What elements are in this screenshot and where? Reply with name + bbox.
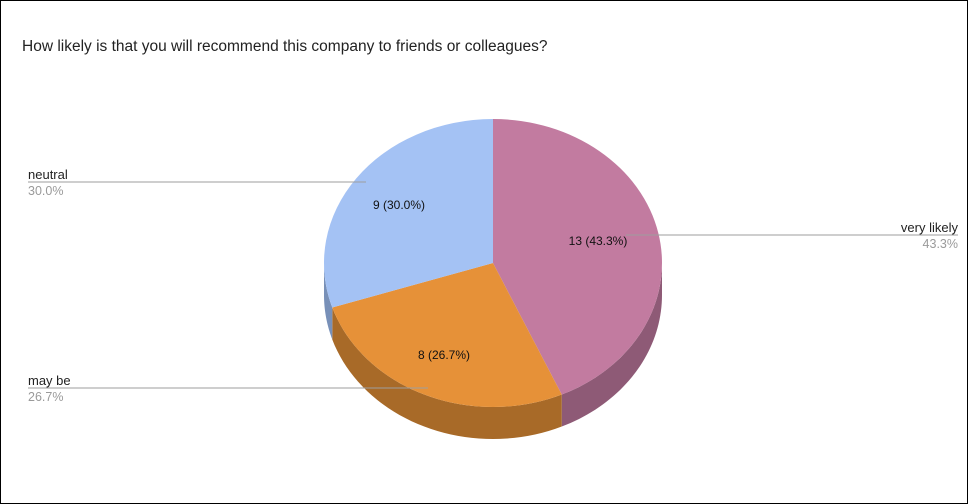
slice-percent-neutral: 30.0% [28, 184, 63, 198]
leader-lines [28, 181, 958, 389]
pie-slice-may-be[interactable] [332, 263, 562, 408]
slice-percent-may-be: 26.7% [28, 390, 63, 404]
slice-percent-very-likely: 43.3% [923, 237, 958, 251]
pie-sides [324, 263, 662, 439]
pie-side-neutral [324, 263, 333, 340]
slice-name-may-be: may be [28, 373, 71, 388]
pie-side-very-likely [561, 263, 662, 427]
chart-title: How likely is that you will recommend th… [22, 38, 548, 55]
slice-name-neutral: neutral [28, 167, 68, 182]
slice-labels: very likely 43.3% 13 (43.3%) may be 26.7% 8 (… [28, 167, 958, 404]
slice-data-label-very-likely: 13 (43.3%) [569, 234, 628, 248]
slice-name-very-likely: very likely [901, 220, 959, 235]
pie-slice-neutral[interactable] [323, 119, 493, 308]
slice-data-label-neutral: 9 (30.0%) [373, 198, 425, 212]
slice-data-label-may-be: 8 (26.7%) [418, 348, 470, 362]
pie-slice-very-likely[interactable] [493, 119, 662, 395]
pie-side-may-be [332, 307, 562, 439]
pie-tops [323, 119, 662, 408]
